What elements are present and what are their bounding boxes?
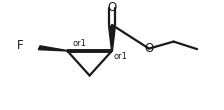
Text: or1: or1 [113,52,127,61]
Text: O: O [107,1,117,14]
Text: or1: or1 [73,39,87,48]
Text: F: F [17,39,24,52]
Text: O: O [144,42,154,55]
Polygon shape [109,26,115,51]
Polygon shape [38,46,67,51]
